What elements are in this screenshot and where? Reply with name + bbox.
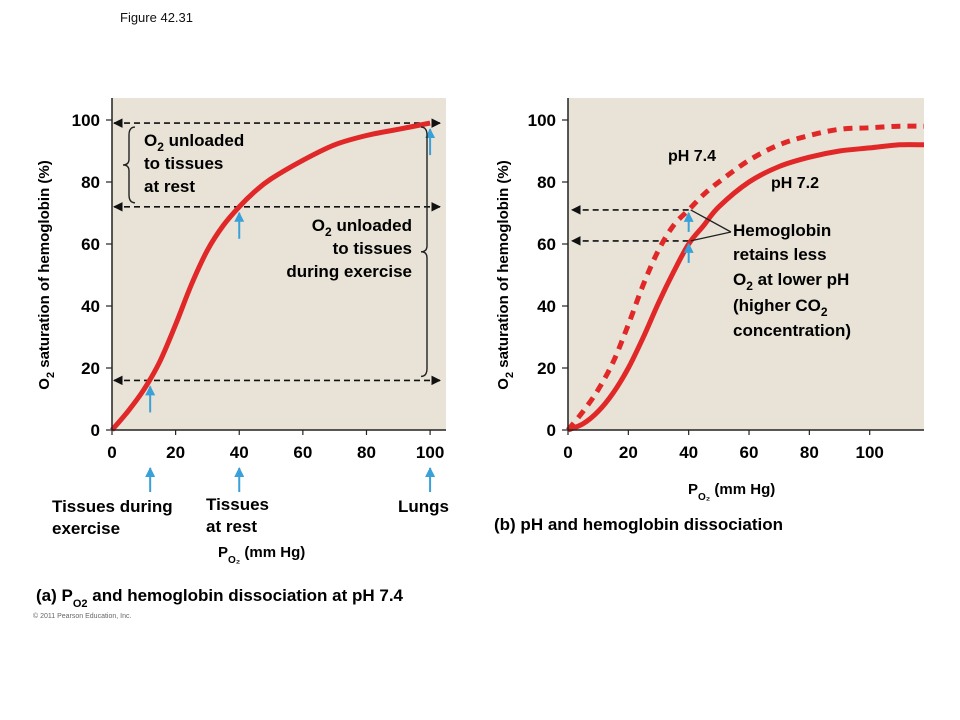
chart-b-y-tick-label: 80 bbox=[537, 173, 556, 192]
chart-a-x-tick-label: 40 bbox=[230, 443, 249, 462]
svg-text:during exercise: during exercise bbox=[286, 262, 412, 281]
chart-b-series-line-1 bbox=[567, 142, 925, 433]
chart-b-y-tick-label: 0 bbox=[547, 421, 556, 440]
chart-a-brace-exercise bbox=[420, 126, 428, 378]
label-lungs: Lungs bbox=[398, 497, 449, 516]
chart-b-ylabel: O2 saturation of hemoglobin (%) bbox=[495, 160, 516, 389]
label-tissues-exercise-line2: exercise bbox=[52, 519, 120, 538]
svg-text:concentration): concentration) bbox=[733, 321, 851, 340]
chart-b-x-tick-labels: 0 20 40 60 80 100 bbox=[563, 443, 884, 462]
chart-a-x-tick-label: 80 bbox=[357, 443, 376, 462]
series-label-ph72: pH 7.2 bbox=[771, 175, 819, 192]
chart-b-x-tick-label: 20 bbox=[619, 443, 638, 462]
chart-a-x-tick-labels: 0 20 40 60 80 100 bbox=[107, 443, 444, 462]
chart-b: 0 20 40 60 80 100 0 20 40 60 80 100 O2 saturation … bbox=[494, 98, 925, 534]
chart-b-y-tick-label: 100 bbox=[528, 111, 556, 130]
chart-a-reference-lines bbox=[113, 118, 441, 386]
chart-b-x-tick-label: 100 bbox=[856, 443, 884, 462]
svg-text:to tissues: to tissues bbox=[144, 154, 223, 173]
chart-a-caption: (a) PO2 and hemoglobin dissociation at p… bbox=[36, 586, 404, 610]
svg-text:(higher CO2: (higher CO2 bbox=[733, 296, 828, 319]
chart-b-axes bbox=[562, 98, 924, 435]
chart-a-brace-rest bbox=[122, 126, 136, 204]
chart-a-braces bbox=[122, 126, 428, 378]
chart-a-annotation-exercise: O2 unloaded to tissues during exercise bbox=[286, 216, 412, 281]
chart-b-y-tick-label: 40 bbox=[537, 297, 556, 316]
chart-a-ylabel: O2 saturation of hemoglobin (%) bbox=[36, 160, 57, 389]
chart-b-series bbox=[566, 123, 925, 433]
chart-a: 0 20 40 60 80 100 0 20 40 60 80 100 O2 saturation … bbox=[36, 98, 449, 610]
chart-a-y-tick-label: 0 bbox=[91, 421, 100, 440]
figure-label: Figure 42.31 bbox=[120, 10, 193, 25]
chart-a-location-labels: Tissues during exercise Tissues at rest … bbox=[52, 495, 449, 538]
svg-text:O2 unloaded: O2 unloaded bbox=[312, 216, 412, 239]
chart-a-axes bbox=[106, 98, 446, 435]
chart-b-annotation-pointer bbox=[690, 209, 732, 242]
svg-text:O2 unloaded: O2 unloaded bbox=[144, 131, 244, 154]
chart-a-annotation-rest: O2 unloaded to tissues at rest bbox=[144, 131, 244, 196]
svg-text:retains less: retains less bbox=[733, 245, 827, 264]
chart-b-y-tick-label: 20 bbox=[537, 359, 556, 378]
chart-b-pointer-line bbox=[690, 231, 732, 242]
chart-a-y-tick-label: 80 bbox=[81, 173, 100, 192]
chart-a-y-tick-labels: 0 20 40 60 80 100 bbox=[72, 111, 100, 440]
chart-b-y-tick-labels: 0 20 40 60 80 100 bbox=[528, 111, 556, 440]
chart-b-pointer-line bbox=[690, 209, 732, 233]
chart-a-y-tick-label: 100 bbox=[72, 111, 100, 130]
chart-b-xlabel: PO₂ (mm Hg) bbox=[688, 481, 775, 503]
chart-a-blue-arrows bbox=[145, 128, 436, 492]
chart-b-y-tick-label: 60 bbox=[537, 235, 556, 254]
chart-a-x-tick-label: 20 bbox=[166, 443, 185, 462]
svg-text:O2 at lower pH: O2 at lower pH bbox=[733, 270, 849, 293]
chart-b-x-tick-label: 40 bbox=[679, 443, 698, 462]
chart-a-y-tick-label: 60 bbox=[81, 235, 100, 254]
label-tissues-rest-line1: Tissues bbox=[206, 495, 269, 514]
chart-a-xlabel: PO₂ (mm Hg) bbox=[218, 544, 305, 566]
chart-a-x-tick-label: 100 bbox=[416, 443, 444, 462]
chart-a-x-tick-label: 0 bbox=[107, 443, 116, 462]
chart-b-series-line-0 bbox=[566, 123, 925, 432]
chart-a-y-tick-label: 20 bbox=[81, 359, 100, 378]
label-tissues-rest-line2: at rest bbox=[206, 517, 257, 536]
chart-a-plot-area bbox=[112, 98, 446, 430]
series-label-ph74: pH 7.4 bbox=[668, 148, 716, 165]
svg-text:at rest: at rest bbox=[144, 177, 195, 196]
chart-a-series-line-0 bbox=[110, 120, 431, 432]
chart-a-y-tick-label: 40 bbox=[81, 297, 100, 316]
copyright-notice: © 2011 Pearson Education, Inc. bbox=[33, 613, 132, 620]
svg-text:Hemoglobin: Hemoglobin bbox=[733, 221, 831, 240]
chart-b-x-tick-label: 60 bbox=[740, 443, 759, 462]
chart-b-annotation: Hemoglobin retains less O2 at lower pH (… bbox=[733, 221, 851, 340]
chart-a-series bbox=[110, 120, 431, 432]
svg-text:to tissues: to tissues bbox=[333, 239, 412, 258]
chart-b-x-tick-label: 80 bbox=[800, 443, 819, 462]
chart-b-x-tick-label: 0 bbox=[563, 443, 572, 462]
chart-b-caption: (b) pH and hemoglobin dissociation bbox=[494, 515, 783, 534]
label-tissues-exercise-line1: Tissues during bbox=[52, 497, 173, 516]
chart-a-x-tick-label: 60 bbox=[293, 443, 312, 462]
